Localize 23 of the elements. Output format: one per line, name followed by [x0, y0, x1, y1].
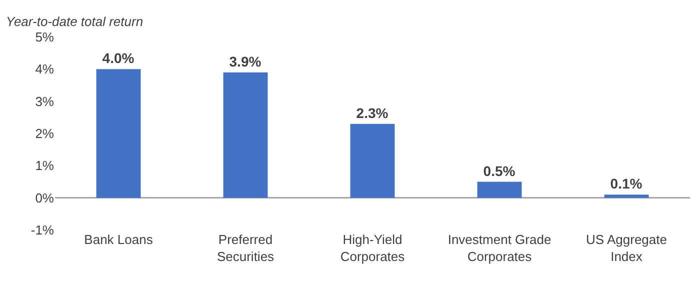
data-label: 4.0% [102, 50, 135, 66]
bar [477, 182, 522, 198]
x-tick-label: Preferred Securities [216, 232, 275, 264]
data-label: 0.1% [610, 176, 643, 192]
data-label: 2.3% [356, 104, 389, 121]
y-tick-label: 4% [35, 62, 54, 77]
bar [350, 124, 395, 198]
bar [223, 72, 268, 198]
x-tick-label: US Aggregate Index [586, 232, 667, 264]
x-tick-label: Bank Loans [84, 232, 154, 247]
y-tick-label: 2% [35, 126, 54, 142]
data-label: 3.9% [229, 53, 262, 70]
y-tick-label: 0% [35, 190, 54, 206]
bar [604, 194, 649, 198]
x-tick-label: High-Yield Corporates [340, 232, 406, 264]
y-tick-label: 3% [35, 94, 54, 109]
bar [96, 69, 141, 198]
chart-title: Year-to-date total return [6, 14, 144, 29]
x-tick-label: Investment Grade Corporates [448, 232, 552, 264]
data-label: 0.5% [483, 162, 516, 179]
y-tick-label: 1% [35, 158, 54, 174]
y-tick-label: -1% [30, 222, 54, 238]
y-tick-label: 5% [35, 30, 54, 45]
